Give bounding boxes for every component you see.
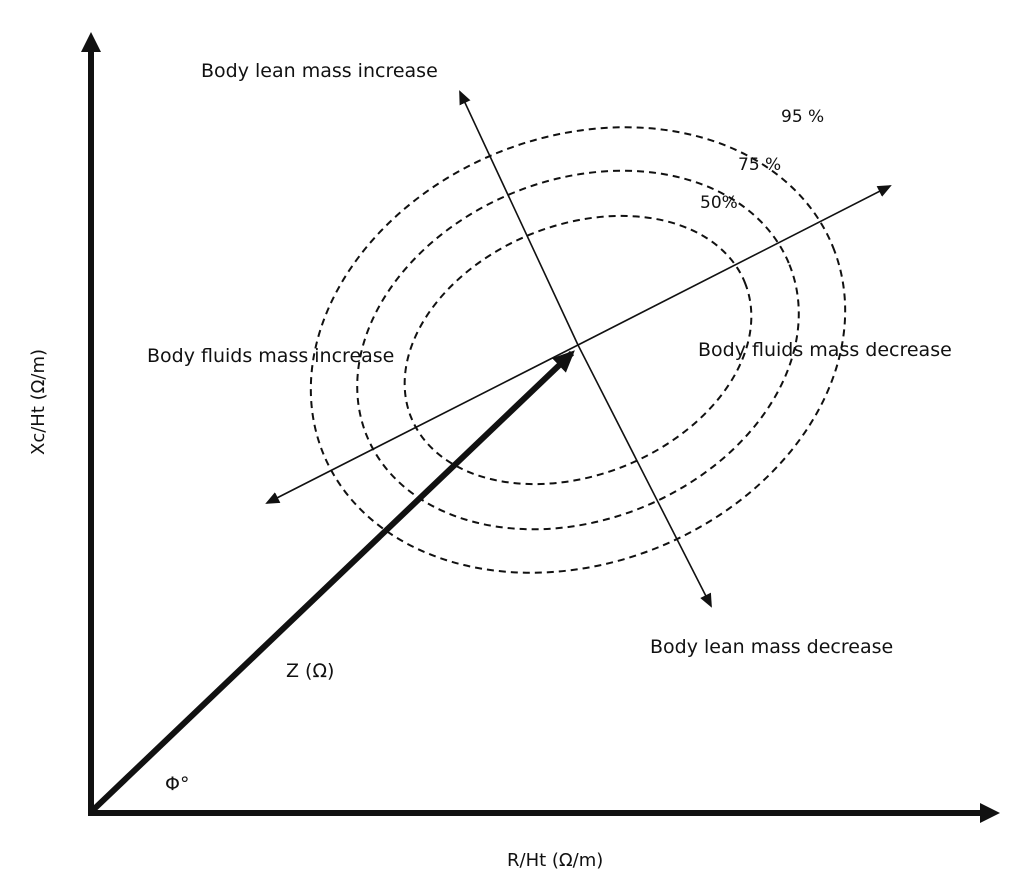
ellipse-75-label: 75 % [738,155,781,175]
impedance-vector-arrow [88,350,575,815]
lean-mass-axis-down-arrow [577,344,712,608]
fluids-axis-left-arrow [265,344,579,504]
ellipse-50-label: 50% [700,193,738,213]
y-axis-label: Xc/Ht (Ω/m) [28,349,49,455]
ellipse-95-label: 95 % [781,107,824,127]
tolerance-ellipses [309,126,847,574]
phase-angle-label: Φ° [165,773,189,795]
impedance-vector-label: Z (Ω) [286,660,334,682]
lean-decrease-label: Body lean mass decrease [650,636,893,658]
x-axis-label: R/Ht (Ω/m) [507,850,603,871]
lean-mass-axis-up-arrow [459,90,579,346]
fluids-axis-right-arrow [577,185,892,346]
fluids-increase-label: Body fluids mass increase [147,345,394,367]
ellipse-95 [309,126,847,574]
ellipse-75 [356,169,800,531]
ellipse-50 [403,214,753,486]
fluids-decrease-label: Body fluids mass decrease [698,339,952,361]
lean-increase-label: Body lean mass increase [201,60,438,82]
